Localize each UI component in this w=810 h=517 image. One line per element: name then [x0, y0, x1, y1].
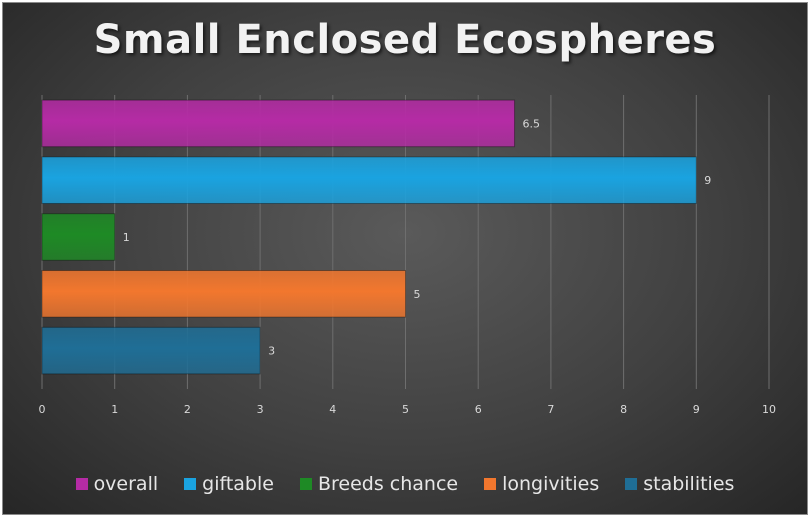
x-tick-label: 4	[329, 403, 336, 416]
legend-swatch	[75, 478, 88, 490]
x-tick-label: 9	[693, 403, 700, 416]
data-label: 1	[123, 231, 130, 244]
legend-item: giftable	[184, 473, 274, 495]
bar-stabilities	[41, 326, 261, 375]
legend-label: overall	[93, 473, 159, 495]
legend-swatch	[299, 478, 312, 490]
bar-longivities	[41, 270, 406, 318]
x-tick-label: 3	[257, 403, 264, 416]
bar-breeds-chance	[41, 213, 116, 261]
legend-swatch	[184, 478, 197, 490]
data-label: 3	[268, 345, 275, 358]
data-label: 6.5	[523, 117, 541, 130]
legend-swatch	[484, 478, 497, 490]
legend: overall giftable Breeds chance longivities s…	[3, 473, 807, 495]
bar-giftable	[41, 156, 697, 204]
plot-area: 0 1 2 3 4 5 6 7 8 9 10 6.5 9 1 5 3	[39, 95, 776, 416]
legend-item: overall	[75, 473, 159, 495]
data-label: 5	[414, 288, 421, 301]
bar-overall	[41, 99, 516, 148]
x-tick-label: 2	[184, 403, 191, 416]
x-tick-label: 8	[620, 403, 627, 416]
legend-item: Breeds chance	[299, 473, 459, 495]
x-tick-label: 0	[39, 403, 46, 416]
x-tick-label: 5	[402, 403, 409, 416]
data-label: 9	[704, 174, 711, 187]
legend-label: Breeds chance	[317, 473, 459, 495]
x-tick-label: 7	[547, 403, 554, 416]
legend-item: longivities	[484, 473, 599, 495]
chart-title: Small Enclosed Ecospheres	[93, 17, 717, 63]
x-tick-label: 10	[762, 403, 776, 416]
x-tick-label: 6	[475, 403, 482, 416]
legend-item: stabilities	[625, 473, 734, 495]
legend-swatch	[625, 478, 638, 490]
legend-label: giftable	[202, 473, 274, 495]
legend-label: longivities	[502, 473, 600, 495]
legend-label: stabilities	[643, 473, 735, 495]
x-tick-label: 1	[111, 403, 118, 416]
